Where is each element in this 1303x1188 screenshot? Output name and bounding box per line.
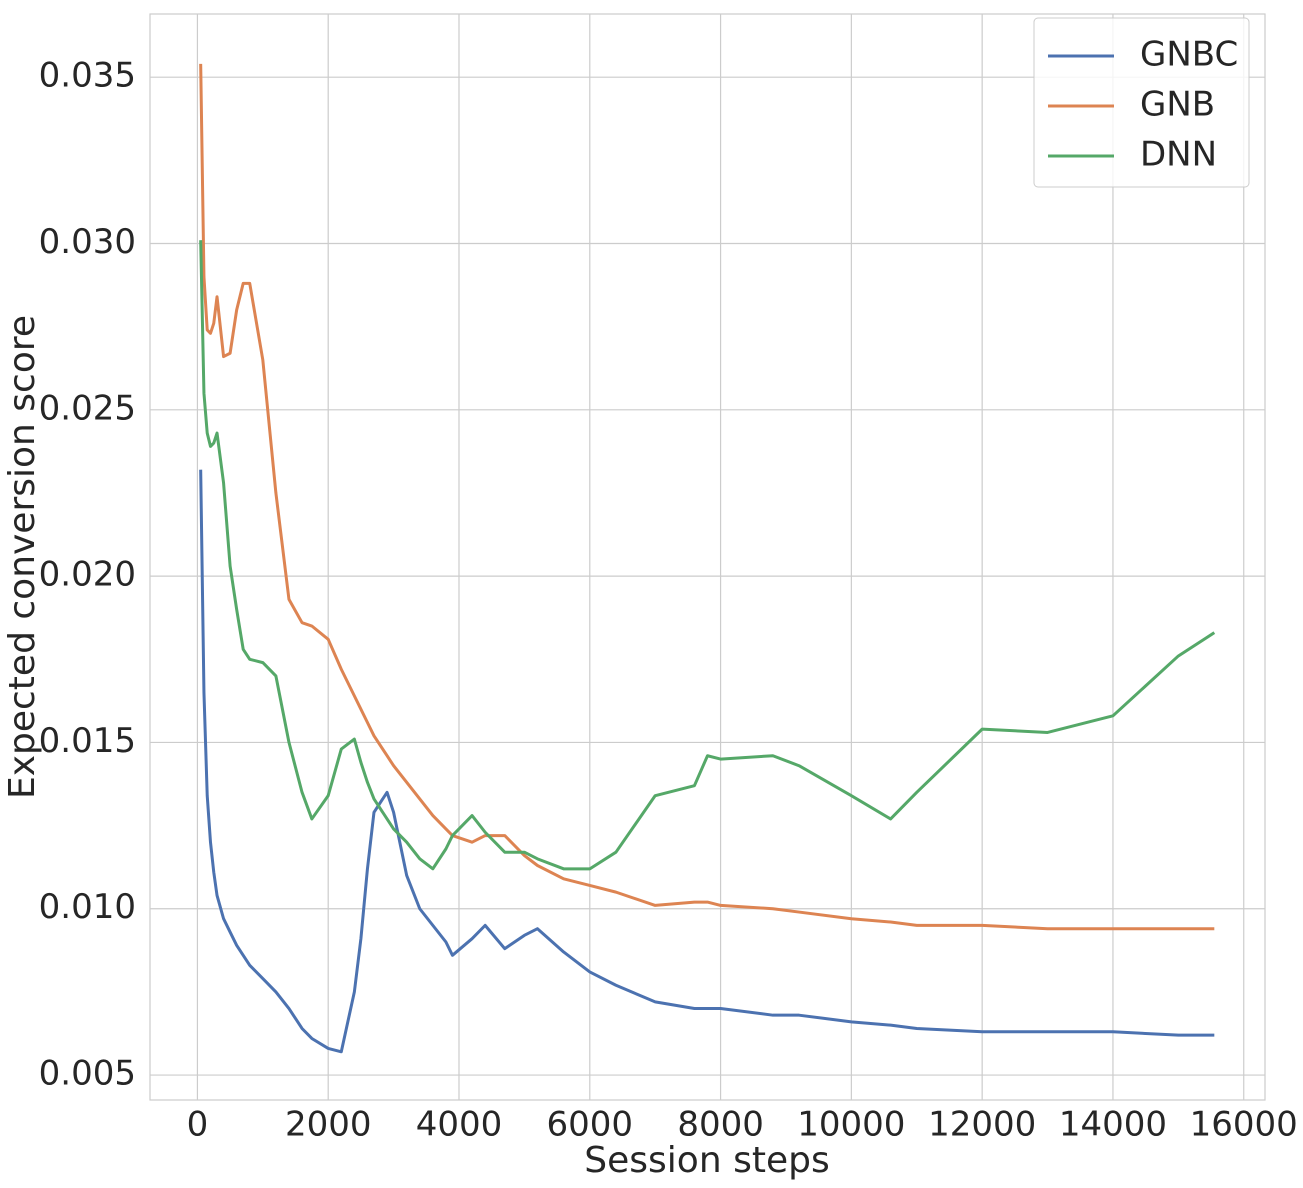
legend-label: GNB bbox=[1140, 85, 1215, 125]
line-series bbox=[199, 469, 1215, 1054]
y-tick-label: 0.005 bbox=[39, 1054, 136, 1094]
y-tick-label: 0.030 bbox=[39, 222, 136, 262]
x-tick-label: 6000 bbox=[547, 1105, 634, 1145]
y-tick-label: 0.025 bbox=[39, 388, 136, 428]
y-axis-label: Expected conversion score bbox=[2, 315, 43, 799]
legend-label: DNN bbox=[1140, 135, 1217, 175]
x-tick-label: 0 bbox=[187, 1105, 209, 1145]
x-tick-label: 14000 bbox=[1059, 1105, 1167, 1145]
x-tick-label: 12000 bbox=[928, 1105, 1036, 1145]
x-axis-label: Session steps bbox=[584, 1140, 829, 1181]
line-series bbox=[199, 63, 1215, 931]
y-tick-label: 0.010 bbox=[39, 887, 136, 927]
y-tick-label: 0.020 bbox=[39, 555, 136, 595]
legend: GNBC GNB DNN bbox=[1033, 17, 1250, 188]
x-tick-label: 2000 bbox=[285, 1105, 372, 1145]
y-tick-label: 0.035 bbox=[39, 56, 136, 96]
legend-box bbox=[1033, 17, 1250, 188]
x-tick-label: 10000 bbox=[797, 1105, 905, 1145]
y-tick-label: 0.015 bbox=[39, 721, 136, 761]
x-tick-label: 16000 bbox=[1190, 1105, 1298, 1145]
x-tick-label: 8000 bbox=[677, 1105, 764, 1145]
x-tick-label: 4000 bbox=[416, 1105, 503, 1145]
plot-area bbox=[149, 13, 1266, 1101]
legend-label: GNBC bbox=[1140, 35, 1238, 75]
line-series bbox=[199, 240, 1216, 871]
